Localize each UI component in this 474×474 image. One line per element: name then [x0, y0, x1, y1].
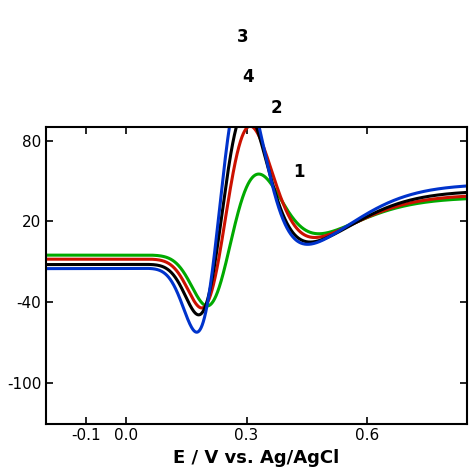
X-axis label: E / V vs. Ag/AgCl: E / V vs. Ag/AgCl [173, 449, 340, 467]
Text: 4: 4 [243, 68, 254, 86]
Text: 3: 3 [237, 28, 248, 46]
Text: 1: 1 [292, 163, 304, 181]
Text: 2: 2 [271, 99, 283, 117]
